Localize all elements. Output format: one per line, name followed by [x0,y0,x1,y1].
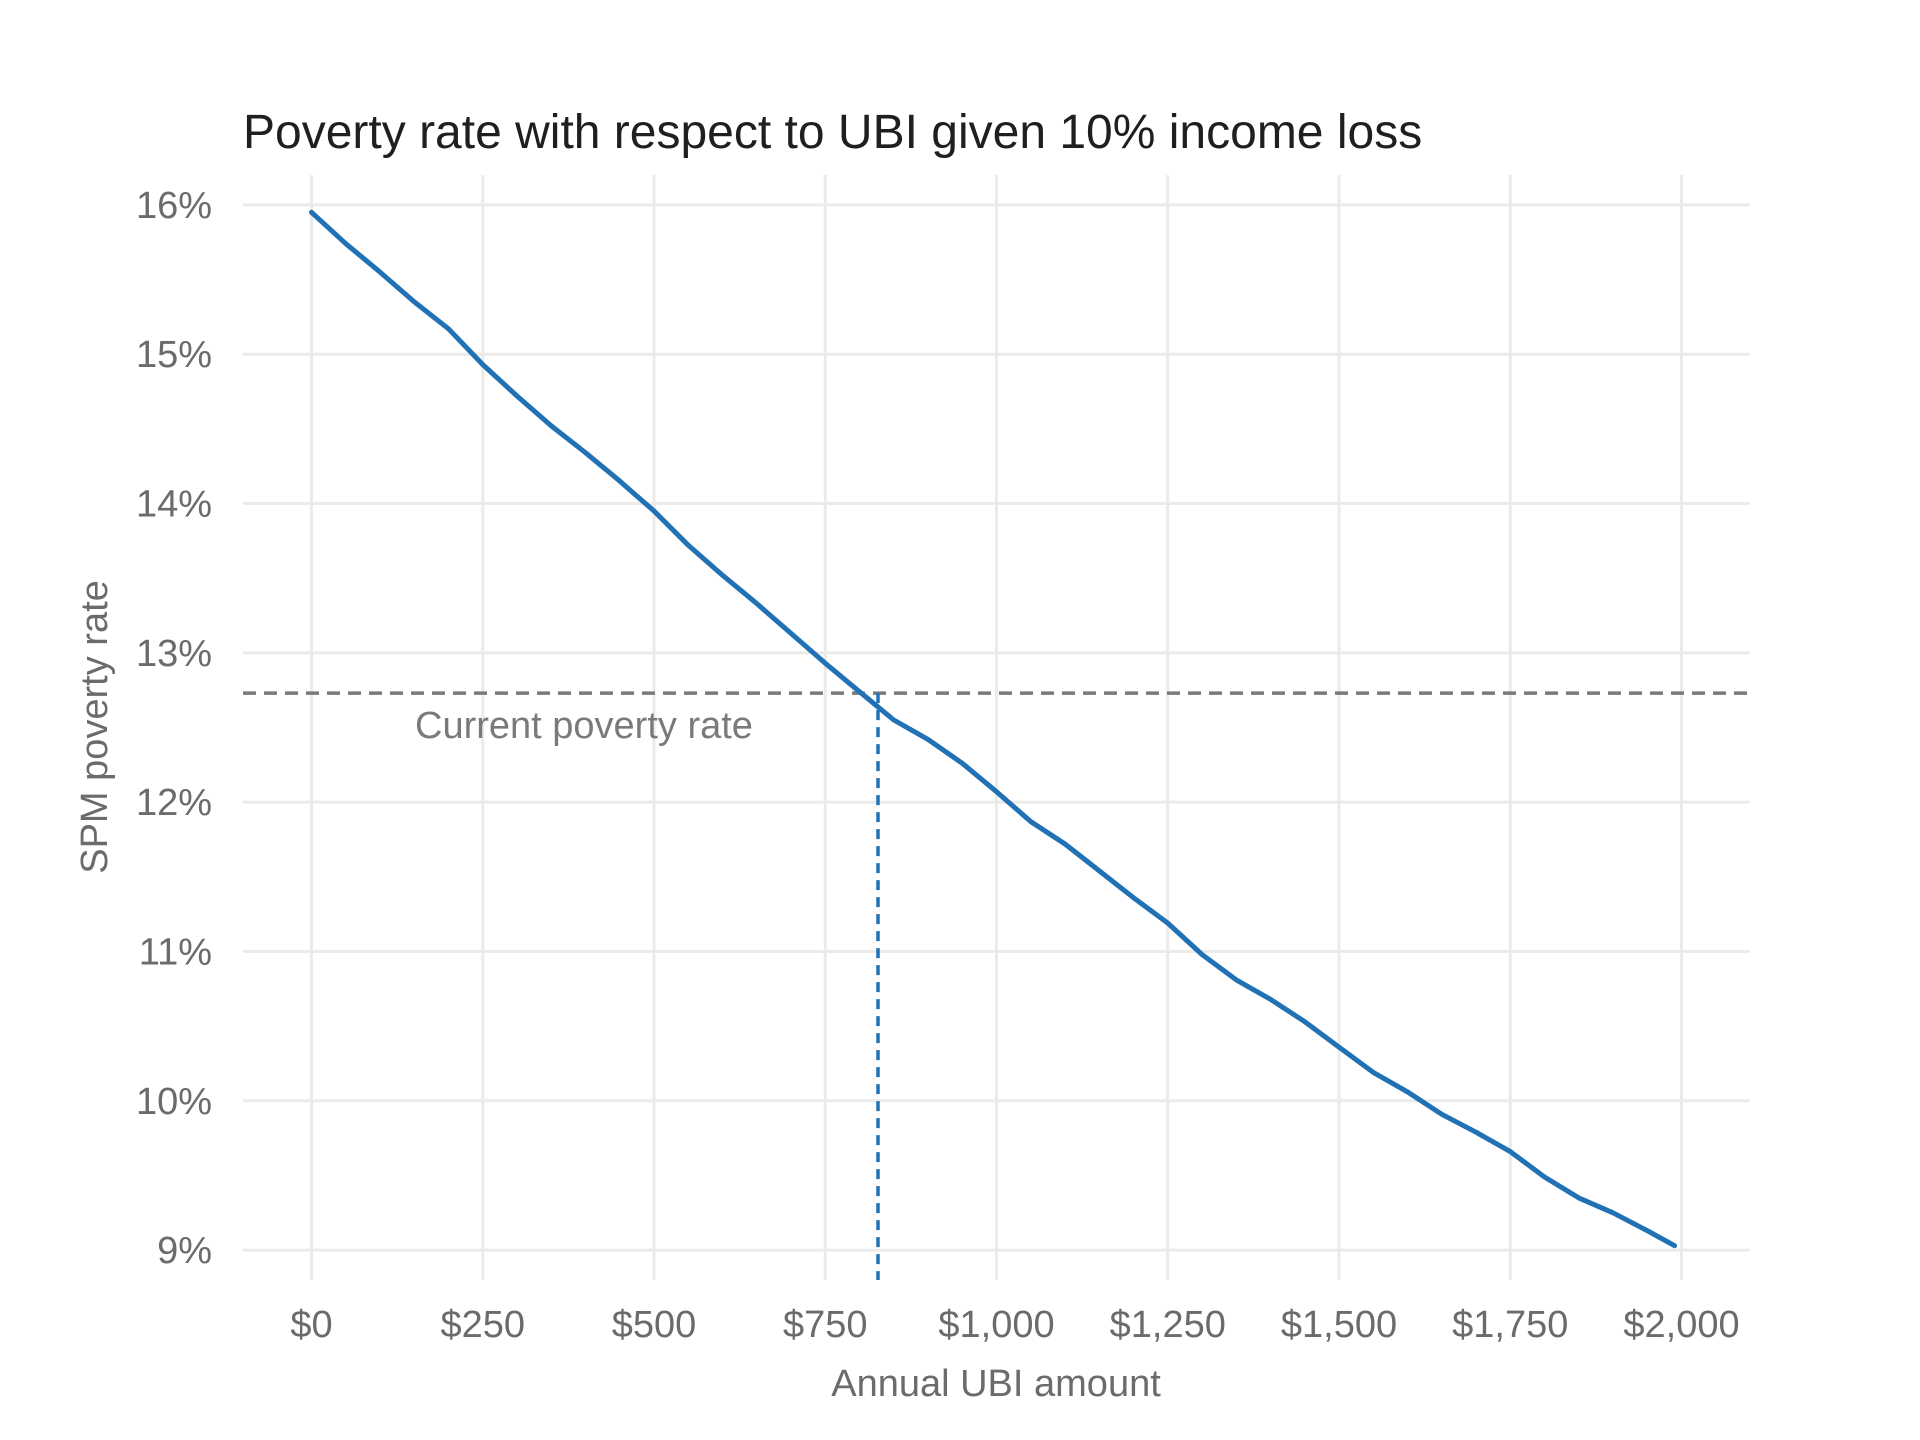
x-tick-label: $250 [440,1304,525,1346]
x-tick-label: $2,000 [1623,1304,1739,1346]
x-tick-label: $500 [612,1304,697,1346]
reference-lines [243,691,1750,1280]
x-tick-label: $1,250 [1110,1304,1226,1346]
x-tick-label: $1,500 [1281,1304,1397,1346]
y-tick-label: 10% [136,1081,212,1123]
x-tick-label: $1,750 [1452,1304,1568,1346]
y-tick-label: 16% [136,185,212,227]
y-tick-label: 15% [136,334,212,376]
y-axis-ticks: 9% 10% 11% 12% 13% 14% 15% 16% [136,185,212,1272]
x-tick-label: $0 [290,1304,332,1346]
y-tick-label: 9% [157,1230,212,1272]
y-tick-label: 13% [136,633,212,675]
y-tick-label: 11% [139,931,212,973]
x-tick-label: $1,000 [938,1304,1054,1346]
x-axis-label: Annual UBI amount [831,1363,1161,1405]
y-axis-label: SPM poverty rate [74,580,116,874]
current-poverty-rate-annotation: Current poverty rate [415,705,753,747]
x-axis-ticks: $0 $250 $500 $750 $1,000 $1,250 $1,500 $1,750 $2… [290,1304,1739,1346]
x-tick-label: $750 [783,1304,868,1346]
chart-title: Poverty rate with respect to UBI given 1… [243,106,1422,159]
series-layer [309,209,1678,1249]
grid [243,175,1750,1280]
y-tick-label: 12% [136,782,212,824]
y-tick-label: 14% [136,484,212,526]
